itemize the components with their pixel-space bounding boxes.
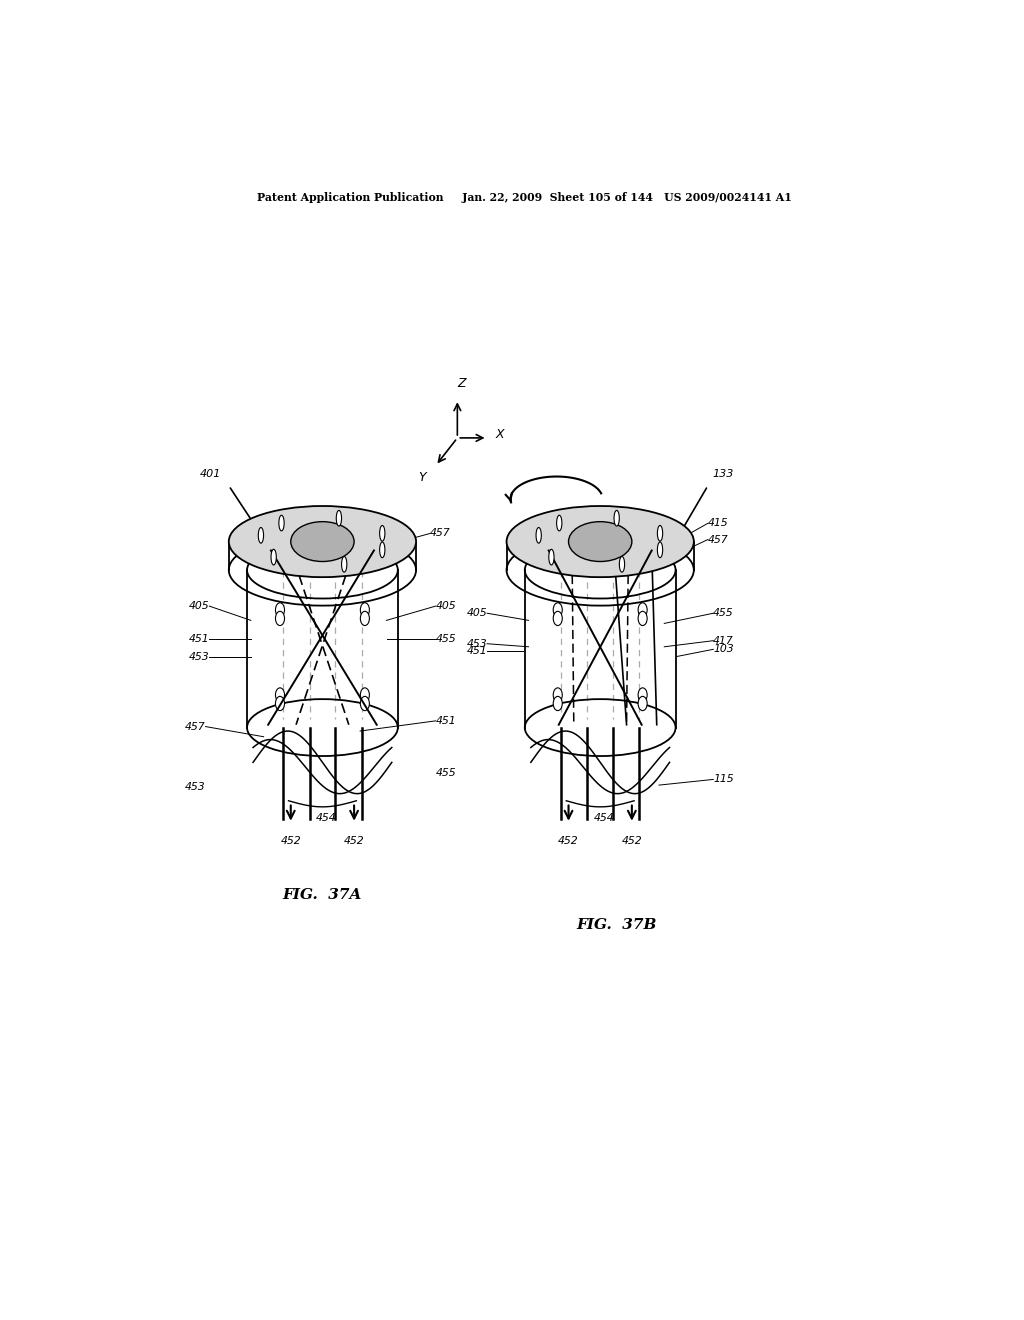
Text: 405: 405: [188, 601, 209, 611]
Ellipse shape: [536, 528, 542, 543]
Ellipse shape: [553, 688, 562, 702]
Ellipse shape: [279, 515, 284, 531]
Ellipse shape: [507, 506, 694, 577]
Text: 455: 455: [435, 634, 456, 644]
Text: 452: 452: [558, 836, 579, 846]
Ellipse shape: [380, 543, 385, 557]
Ellipse shape: [271, 549, 276, 565]
Text: 453: 453: [467, 639, 487, 648]
Text: 405: 405: [435, 601, 456, 611]
Text: 457: 457: [185, 722, 206, 731]
Text: 415: 415: [708, 519, 728, 528]
Ellipse shape: [553, 611, 562, 626]
Text: FIG.  37B: FIG. 37B: [575, 919, 656, 932]
Ellipse shape: [553, 603, 562, 616]
Ellipse shape: [258, 528, 263, 543]
Ellipse shape: [360, 697, 370, 710]
Ellipse shape: [657, 543, 663, 557]
Text: 401: 401: [200, 469, 221, 479]
Text: 133: 133: [713, 469, 734, 479]
Ellipse shape: [342, 557, 347, 572]
Text: 455: 455: [435, 768, 456, 779]
Ellipse shape: [275, 697, 285, 710]
Ellipse shape: [638, 611, 647, 626]
Text: 451: 451: [467, 647, 487, 656]
Ellipse shape: [275, 688, 285, 702]
Ellipse shape: [557, 515, 562, 531]
Ellipse shape: [568, 521, 632, 561]
Text: 454: 454: [594, 813, 614, 822]
Text: 452: 452: [344, 836, 365, 846]
Text: FIG.  37A: FIG. 37A: [283, 888, 362, 902]
Text: 115: 115: [714, 775, 734, 784]
Ellipse shape: [360, 688, 370, 702]
Ellipse shape: [638, 603, 647, 616]
Text: 417: 417: [714, 636, 734, 645]
Text: 451: 451: [435, 715, 456, 726]
Ellipse shape: [275, 611, 285, 626]
Ellipse shape: [549, 549, 554, 565]
Text: Z: Z: [457, 378, 466, 391]
Text: 103: 103: [714, 644, 734, 655]
Text: 457: 457: [430, 528, 451, 539]
Text: 452: 452: [281, 836, 301, 846]
Text: Y: Y: [419, 471, 426, 484]
Ellipse shape: [380, 525, 385, 541]
Text: 453: 453: [185, 781, 206, 792]
Text: 457: 457: [708, 535, 728, 545]
Ellipse shape: [360, 611, 370, 626]
Ellipse shape: [638, 688, 647, 702]
Ellipse shape: [360, 603, 370, 616]
Ellipse shape: [614, 511, 620, 527]
Ellipse shape: [638, 697, 647, 710]
Text: X: X: [496, 429, 504, 441]
Ellipse shape: [336, 511, 342, 527]
Text: 453: 453: [188, 652, 209, 661]
Ellipse shape: [553, 697, 562, 710]
Text: 452: 452: [622, 836, 642, 846]
Ellipse shape: [657, 525, 663, 541]
Text: 454: 454: [316, 813, 337, 822]
Ellipse shape: [291, 521, 354, 561]
Ellipse shape: [620, 557, 625, 572]
Ellipse shape: [228, 506, 416, 577]
Text: Patent Application Publication     Jan. 22, 2009  Sheet 105 of 144   US 2009/002: Patent Application Publication Jan. 22, …: [257, 191, 793, 202]
Text: 451: 451: [188, 634, 209, 644]
Ellipse shape: [275, 603, 285, 616]
Text: 455: 455: [714, 609, 734, 618]
Text: 405: 405: [467, 609, 487, 618]
